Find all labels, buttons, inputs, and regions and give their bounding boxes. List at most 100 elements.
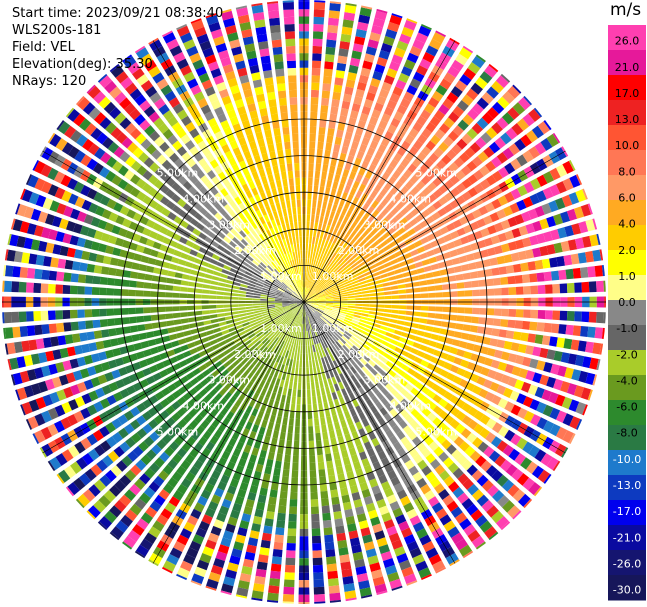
ray-gate bbox=[229, 240, 237, 248]
ray-gate bbox=[565, 324, 574, 336]
ray-gate bbox=[123, 535, 137, 548]
ray-gate bbox=[349, 324, 357, 330]
ray-gate bbox=[86, 433, 98, 446]
ray-gate bbox=[90, 376, 101, 388]
ray-gate bbox=[462, 478, 474, 490]
ray-gate bbox=[103, 101, 116, 114]
ray-gate bbox=[249, 280, 257, 285]
ray-gate bbox=[245, 499, 255, 508]
ray-gate bbox=[259, 354, 267, 362]
ray-gate bbox=[242, 386, 250, 396]
ray-gate bbox=[332, 309, 340, 313]
ray-gate bbox=[109, 107, 122, 120]
ray-gate bbox=[249, 140, 257, 150]
ray-gate bbox=[489, 212, 500, 223]
ray-gate bbox=[70, 461, 82, 474]
ray-gate bbox=[436, 359, 446, 368]
ray-gate bbox=[332, 360, 339, 368]
ray-gate bbox=[189, 275, 197, 282]
ray-gate bbox=[149, 249, 159, 258]
ray-gate bbox=[26, 369, 37, 381]
ray-gate bbox=[450, 291, 458, 297]
ray-gate bbox=[241, 280, 249, 285]
ray-gate bbox=[19, 326, 28, 337]
ray-gate bbox=[551, 323, 560, 334]
ray-gate bbox=[277, 446, 284, 455]
ray-gate bbox=[293, 282, 298, 290]
ray-gate bbox=[76, 457, 88, 470]
ray-gate bbox=[279, 248, 284, 256]
ray-gate bbox=[520, 332, 529, 342]
ray-gate bbox=[229, 454, 239, 464]
ray-gate bbox=[175, 353, 185, 361]
ray-gate bbox=[491, 198, 502, 210]
ray-gate bbox=[420, 293, 429, 298]
ray-gate bbox=[99, 308, 107, 317]
ray-gate bbox=[333, 304, 341, 307]
ray-gate bbox=[389, 435, 399, 445]
ray-gate bbox=[342, 456, 351, 466]
ray-gate bbox=[268, 309, 276, 313]
ray-gate bbox=[529, 321, 538, 331]
ray-gate bbox=[271, 314, 279, 320]
ray-gate bbox=[353, 285, 361, 290]
ray-gate bbox=[283, 334, 288, 342]
ray-gate bbox=[351, 103, 361, 113]
ray-gate bbox=[293, 330, 297, 338]
ray-gate bbox=[377, 417, 386, 427]
ray-gate bbox=[451, 449, 463, 461]
ray-gate bbox=[285, 309, 292, 315]
ray-gate bbox=[480, 460, 492, 472]
ray-gate bbox=[244, 271, 253, 277]
ray-gate bbox=[529, 273, 538, 283]
ray-gate bbox=[295, 367, 299, 375]
ray-gate bbox=[135, 133, 147, 145]
ray-gate bbox=[165, 306, 173, 312]
ray-gate bbox=[405, 258, 415, 265]
ray-gate bbox=[252, 338, 260, 345]
ray-gate bbox=[34, 430, 46, 444]
ray-gate bbox=[463, 281, 472, 289]
ray-gate bbox=[114, 479, 127, 492]
ray-gate bbox=[339, 198, 346, 207]
ray-gate bbox=[265, 267, 272, 274]
ray-gate bbox=[357, 324, 365, 330]
ray-gate bbox=[304, 302, 312, 304]
ray-gate bbox=[180, 312, 188, 318]
ray-gate bbox=[449, 174, 460, 185]
ray-gate bbox=[351, 430, 359, 440]
ray-gate bbox=[70, 321, 79, 331]
ray-gate bbox=[484, 268, 493, 277]
ray-gate bbox=[247, 103, 257, 113]
ray-gate bbox=[286, 395, 291, 404]
ray-gate bbox=[211, 176, 221, 186]
ray-gate bbox=[139, 473, 151, 485]
ray-gate bbox=[121, 289, 129, 296]
ray-gate bbox=[497, 361, 508, 372]
ray-gate bbox=[240, 143, 249, 153]
ray-gate bbox=[479, 165, 490, 177]
ray-gate bbox=[372, 133, 382, 143]
ray-gate bbox=[393, 0, 407, 12]
ray-gate bbox=[393, 152, 403, 163]
ray-gate bbox=[157, 306, 166, 313]
ray-gate bbox=[489, 338, 499, 347]
ray-gate bbox=[375, 283, 384, 289]
ray-gate bbox=[385, 402, 394, 412]
ray-gate bbox=[248, 398, 256, 408]
ray-gate bbox=[434, 110, 446, 121]
ray-gate bbox=[311, 301, 319, 302]
ray-gate bbox=[451, 257, 461, 265]
ray-gate bbox=[342, 277, 351, 283]
ray-gate bbox=[50, 336, 59, 347]
ray-gate bbox=[455, 538, 468, 551]
ray-gate bbox=[464, 445, 476, 457]
ray-gate bbox=[352, 265, 360, 271]
ray-gate bbox=[358, 322, 366, 327]
ray-gate bbox=[353, 363, 361, 372]
ray-gate bbox=[316, 269, 322, 277]
ray-gate bbox=[307, 184, 313, 193]
ray-gate bbox=[191, 573, 205, 585]
ray-gate bbox=[556, 181, 567, 194]
ray-gate bbox=[154, 457, 165, 468]
